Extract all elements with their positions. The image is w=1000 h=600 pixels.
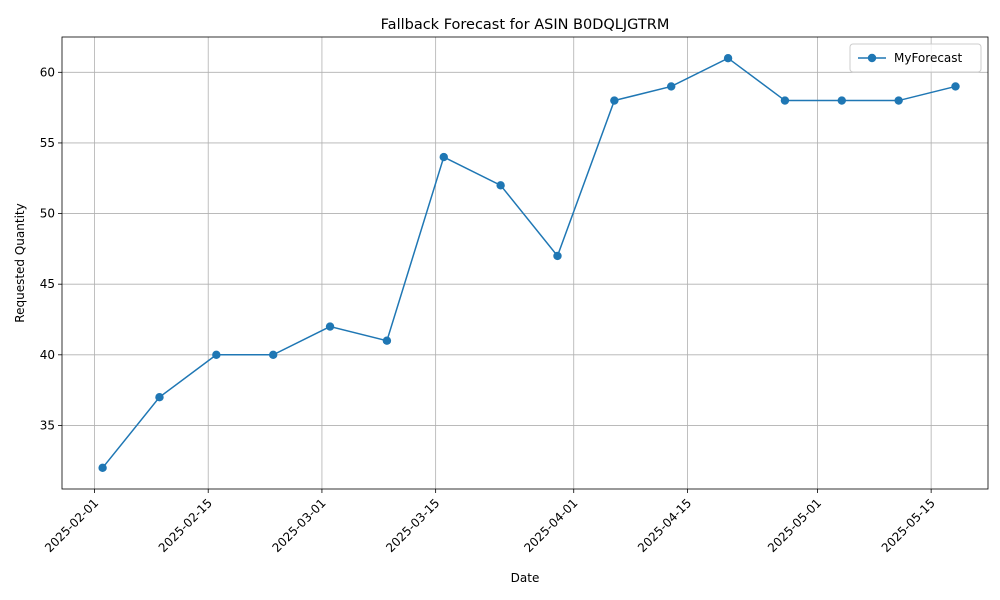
x-axis-label: Date [511,571,540,585]
x-tick-label: 2025-05-15 [879,496,938,555]
data-point [212,350,221,360]
y-tick-label: 40 [40,348,55,362]
legend: MyForecast [849,43,982,73]
legend-box [849,43,982,73]
y-tick-label: 50 [40,207,55,221]
x-tick-label: 2025-03-15 [383,496,442,555]
data-point [667,82,676,91]
y-axis-ticks: 35 40 45 50 55 60 [40,65,62,432]
data-point [837,96,846,105]
plot-area [61,36,989,490]
legend-marker-swatch [867,53,877,63]
x-tick-label: 2025-03-01 [269,496,328,555]
y-tick-label: 35 [40,418,55,432]
x-tick-label: 2025-04-15 [635,496,694,555]
grid [62,37,988,489]
chart-title: Fallback Forecast for ASIN B0DQLJGTRM [381,17,670,33]
x-tick-label: 2025-02-01 [42,496,101,555]
data-point [723,53,733,63]
series-layer [98,53,960,473]
data-point [155,392,164,402]
x-tick-label: 2025-04-01 [521,496,580,555]
data-point [951,82,960,91]
series-line [102,57,956,469]
data-point [553,251,562,261]
data-point [496,181,505,190]
data-point [325,322,335,331]
x-axis-ticks: 2025-02-01 2025-02-15 2025-03-01 2025-03-15… [42,489,938,555]
data-point [268,350,278,360]
y-tick-label: 55 [40,136,55,150]
legend-entry-label: MyForecast [894,51,963,65]
y-tick-label: 60 [40,65,55,79]
data-point [382,336,392,345]
data-point [98,463,107,473]
data-point [439,152,448,162]
data-point [610,96,619,105]
y-axis-label: Requested Quantity [13,203,27,322]
x-tick-label: 2025-02-15 [156,496,215,555]
data-point [780,96,790,105]
y-tick-label: 45 [40,277,55,291]
x-tick-label: 2025-05-01 [765,496,824,555]
data-point [894,96,903,105]
